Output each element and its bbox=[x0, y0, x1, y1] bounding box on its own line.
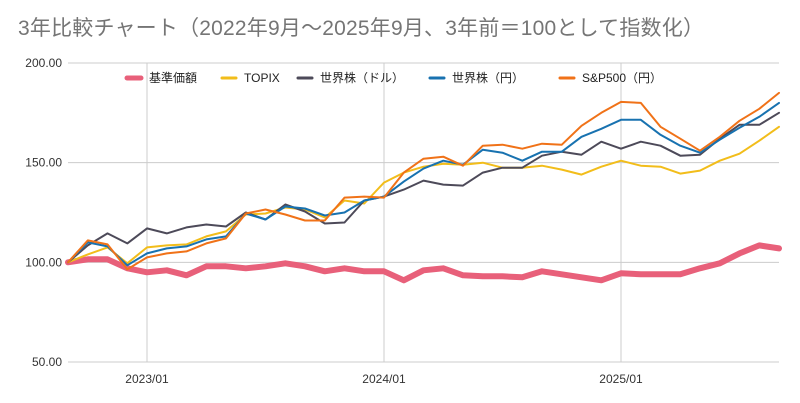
series-lines bbox=[65, 91, 782, 284]
x-tick-label: 2025/01 bbox=[599, 372, 643, 386]
grid-lines bbox=[68, 62, 779, 363]
series-line-3 bbox=[67, 101, 780, 267]
legend-label-0: 基準価額 bbox=[149, 70, 197, 85]
y-tick-label: 100.00 bbox=[25, 255, 62, 269]
y-axis-ticks: 50.00 100.00 150.00 200.00 bbox=[25, 56, 62, 369]
x-axis-ticks: 2023/01 2024/01 2025/01 bbox=[125, 372, 643, 386]
x-tick-label: 2024/01 bbox=[362, 372, 406, 386]
legend-label-2: 世界株（ドル） bbox=[320, 70, 404, 85]
y-tick-label: 50.00 bbox=[32, 355, 62, 369]
legend-label-1: TOPIX bbox=[244, 71, 280, 85]
y-tick-label: 150.00 bbox=[25, 156, 62, 170]
series-line-1 bbox=[67, 125, 780, 265]
y-tick-label: 200.00 bbox=[25, 56, 62, 70]
legend-label-4: S&P500（円） bbox=[582, 71, 662, 85]
series-line-0 bbox=[65, 242, 782, 284]
chart-title: 3年比較チャート（2022年9月〜2025年9月、3年前＝100として指数化） bbox=[18, 17, 705, 40]
legend: 基準価額 TOPIX 世界株（ドル） 世界株（円） S&P500（円） bbox=[124, 70, 662, 85]
legend-label-3: 世界株（円） bbox=[452, 70, 524, 85]
x-tick-label: 2023/01 bbox=[125, 372, 169, 386]
series-line-2 bbox=[67, 111, 780, 264]
series-line-4 bbox=[67, 91, 780, 271]
